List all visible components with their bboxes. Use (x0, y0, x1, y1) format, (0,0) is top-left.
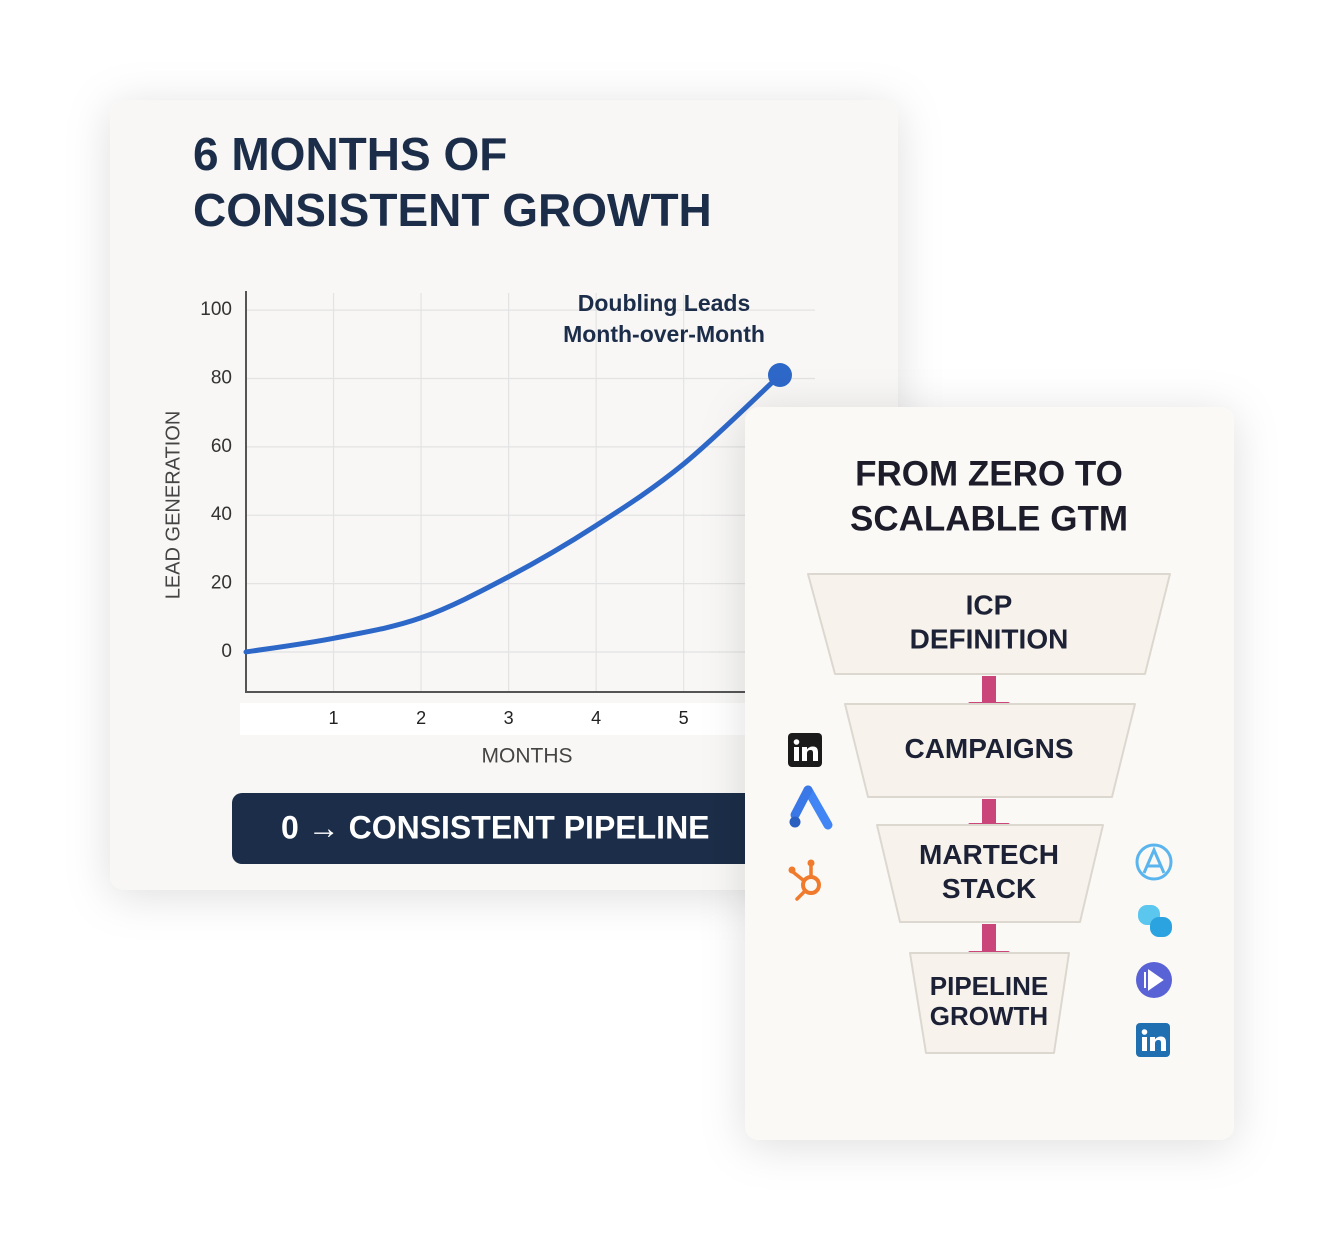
y-tick-label: 100 (200, 299, 232, 320)
funnel-stage (807, 573, 1171, 675)
x-tick-label: 1 (329, 708, 339, 728)
y-tick-label: 60 (211, 436, 232, 457)
x-tick-label: 4 (591, 708, 601, 728)
chart-title: CONSISTENT GROWTH (193, 184, 712, 236)
icon-part (789, 816, 801, 828)
icon-part (788, 866, 796, 874)
stage-label: DEFINITION (910, 623, 1069, 654)
icon-part (1150, 917, 1172, 937)
stage-label: MARTECH (919, 839, 1059, 870)
icon-part (1142, 1037, 1147, 1051)
icon-part (793, 739, 800, 745)
banner (232, 793, 792, 864)
stage-label: PIPELINE (930, 971, 1048, 1001)
x-tick-strip (240, 703, 745, 735)
icon-part (1141, 1029, 1148, 1035)
icon-part (794, 747, 799, 761)
apollo-icon (1135, 843, 1173, 881)
icon-part (807, 859, 815, 867)
annotation: Month-over-Month (563, 321, 765, 347)
funnel-stage (844, 703, 1136, 798)
x-tick-label: 2 (416, 708, 426, 728)
x-axis-label: MONTHS (482, 745, 573, 768)
y-tick-label: 20 (211, 573, 232, 594)
funnel-title: FROM ZERO TO (855, 454, 1123, 493)
y-tick-label: 80 (211, 367, 232, 388)
annotation: Doubling Leads (578, 290, 751, 316)
y-axis-label: LEAD GENERATION (162, 411, 184, 600)
icon-part (1144, 969, 1164, 991)
google-ads-icon (803, 785, 833, 830)
funnel-title: SCALABLE GTM (850, 499, 1128, 538)
banner-text: 0 → CONSISTENT PIPELINE (281, 809, 710, 845)
icon-part (791, 864, 813, 901)
funnel-stage (909, 952, 1070, 1054)
y-tick-label: 40 (211, 504, 232, 525)
y-tick-label: 0 (221, 641, 232, 662)
icon-part (790, 785, 813, 820)
end-marker (767, 363, 792, 388)
x-tick-label: 3 (504, 708, 514, 728)
chart-title: 6 MONTHS OF (193, 128, 507, 180)
stage-label: STACK (942, 873, 1036, 904)
stage-label: GROWTH (930, 1001, 1048, 1031)
icon-part (1142, 846, 1166, 874)
x-tick-label: 5 (679, 708, 689, 728)
stage-label: CAMPAIGNS (904, 733, 1073, 764)
icon-part (1150, 1036, 1166, 1051)
funnel-stage (876, 824, 1104, 923)
icon-part (802, 746, 818, 761)
line (243, 372, 783, 655)
stage-label: ICP (966, 589, 1013, 620)
